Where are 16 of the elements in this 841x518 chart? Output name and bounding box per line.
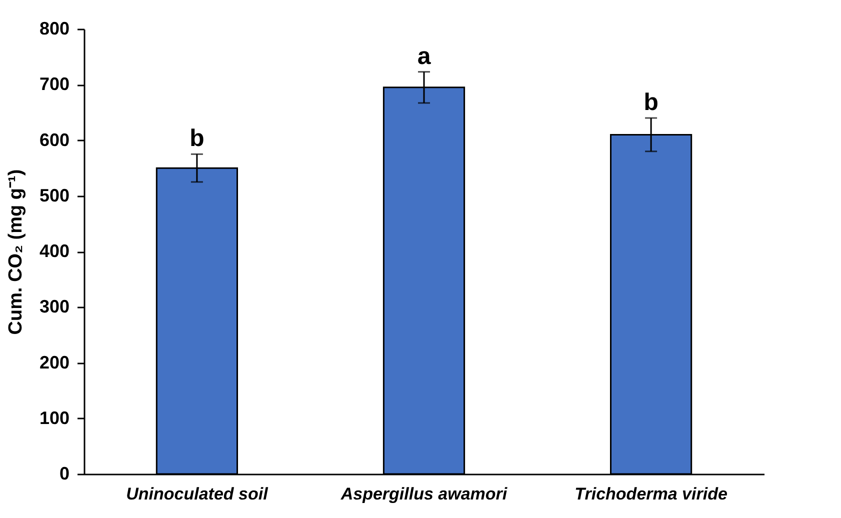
x-tick-label: Uninoculated soil	[126, 484, 270, 504]
annotation: a	[417, 42, 432, 70]
y-tick-label: 0	[59, 464, 70, 484]
y-tick-label: 200	[39, 352, 70, 372]
x-tick-label: Aspergillus awamori	[340, 484, 508, 504]
y-axis-title: Cum. CO₂ (mg g⁻¹)	[5, 169, 26, 335]
y-tick-label: 100	[39, 408, 70, 428]
y-tick-label: 600	[39, 130, 70, 150]
y-tick-label: 400	[39, 241, 70, 261]
y-tick-label: 800	[39, 18, 70, 38]
y-tick-label: 700	[39, 74, 70, 94]
y-tick-label: 500	[39, 185, 70, 206]
y-tick-label: 300	[39, 296, 70, 317]
annotation: b	[190, 125, 204, 152]
x-tick-label: Trichoderma viride	[574, 484, 728, 504]
annotation: b	[644, 89, 658, 116]
